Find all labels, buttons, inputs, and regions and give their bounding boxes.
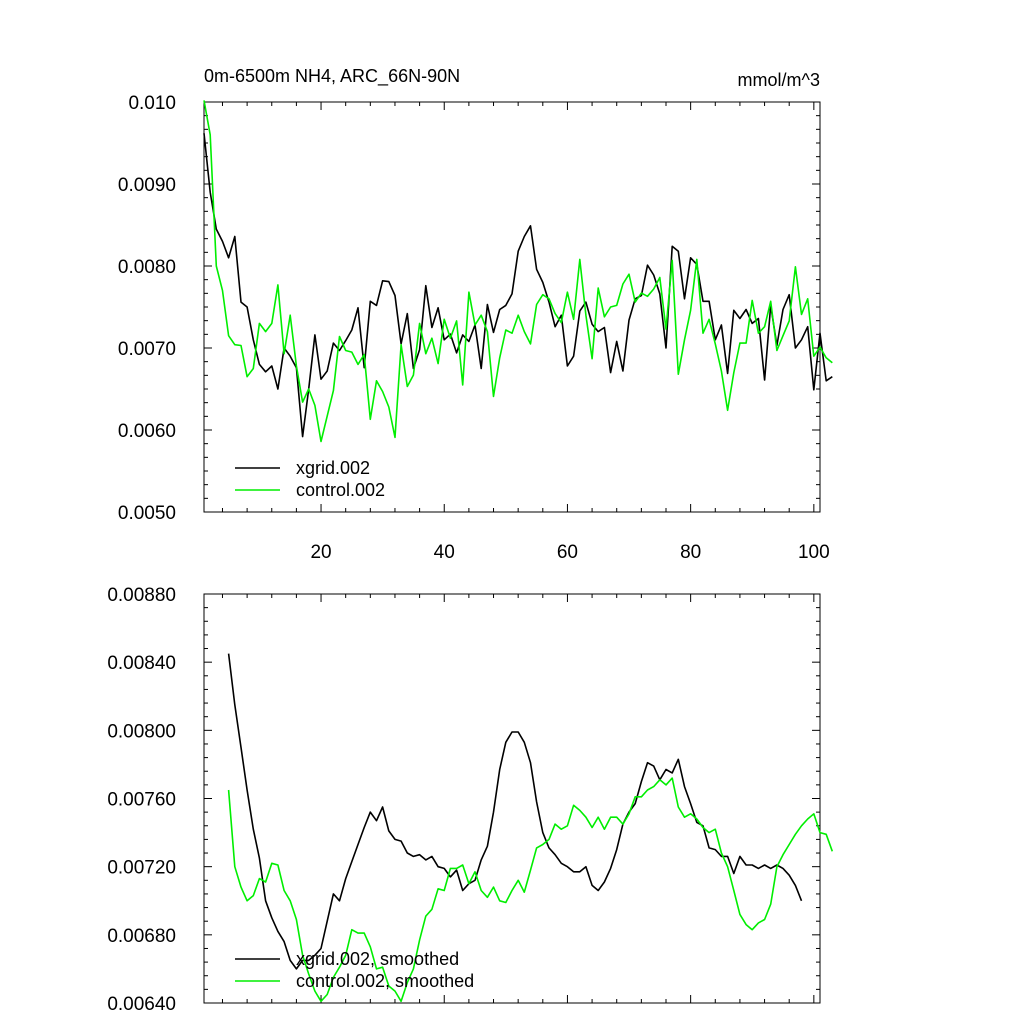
y-tick-label: 0.00840 bbox=[107, 653, 176, 674]
y-tick-label: 0.010 bbox=[128, 93, 176, 114]
y-tick-label: 0.00760 bbox=[107, 790, 176, 811]
x-tick-label: 40 bbox=[434, 542, 455, 563]
x-tick-label: 60 bbox=[557, 542, 578, 563]
legend-label: control.002, smoothed bbox=[296, 971, 474, 991]
y-tick-label: 0.00640 bbox=[107, 994, 176, 1015]
y-tick-label: 0.00800 bbox=[107, 721, 176, 742]
x-tick-label: 20 bbox=[310, 542, 331, 563]
y-tick-label: 0.0070 bbox=[118, 339, 176, 360]
y-tick-label: 0.0050 bbox=[118, 503, 176, 524]
x-tick-label: 80 bbox=[680, 542, 701, 563]
legend-label: xgrid.002, smoothed bbox=[296, 949, 459, 969]
series-line-xgrid bbox=[203, 133, 833, 438]
series-line-control bbox=[203, 100, 833, 443]
y-tick-label: 0.0090 bbox=[118, 175, 176, 196]
series-line-control bbox=[227, 777, 834, 1003]
x-tick-label: 100 bbox=[798, 542, 830, 563]
legend-label: xgrid.002 bbox=[296, 458, 370, 478]
y-tick-label: 0.00880 bbox=[107, 585, 176, 606]
plot-frame bbox=[203, 593, 821, 1004]
plot-frame bbox=[203, 101, 821, 513]
chart-title: 0m-6500m NH4, ARC_66N-90N bbox=[204, 66, 460, 87]
y-tick-label: 0.0060 bbox=[118, 421, 176, 442]
series-line-xgrid bbox=[227, 653, 803, 970]
y-tick-label: 0.00720 bbox=[107, 858, 176, 879]
lower-panel: 0.00640 0.00680 0.00720 0.00760 0.00800 0.008… bbox=[107, 585, 834, 1015]
y-tick-label: 0.00680 bbox=[107, 926, 176, 947]
units-label: mmol/m^3 bbox=[738, 70, 820, 90]
y-tick-label: 0.0080 bbox=[118, 257, 176, 278]
legend-label: control.002 bbox=[296, 480, 385, 500]
upper-panel: 0m-6500m NH4, ARC_66N-90N mmol/m^3 20 40 6… bbox=[118, 66, 833, 563]
